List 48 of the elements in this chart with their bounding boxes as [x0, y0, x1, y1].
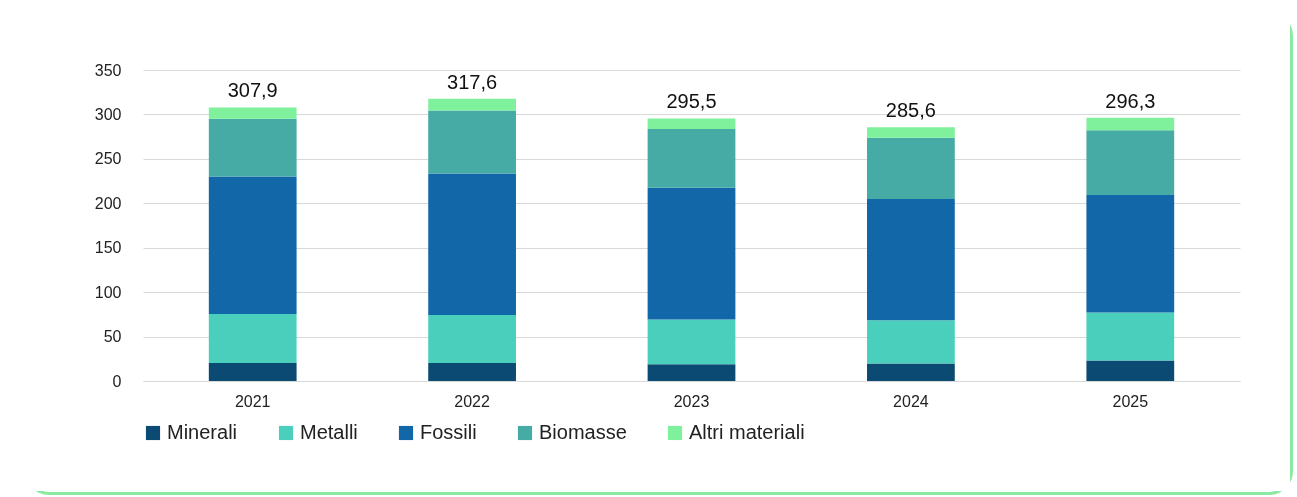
legend-label: Biomasse [539, 421, 627, 443]
x-tick-label: 2025 [1112, 392, 1149, 410]
total-label: 295,5 [666, 90, 717, 113]
y-tick-label: 200 [94, 194, 122, 212]
bar [1086, 117, 1175, 131]
x-tick-label: 2023 [673, 392, 710, 410]
bar [428, 110, 516, 174]
bar [867, 127, 955, 138]
bar [428, 98, 516, 111]
x-tick-label: 2022 [454, 392, 490, 410]
bar [647, 319, 736, 365]
y-tick-label: 350 [94, 61, 122, 79]
x-tick-label: 2021 [234, 392, 271, 410]
bar [647, 187, 736, 320]
y-tick-label: 0 [112, 372, 122, 390]
legend-label: Altri materiali [689, 421, 805, 443]
y-tick-label: 250 [94, 150, 122, 168]
y-tick-label: 50 [103, 328, 122, 346]
total-label: 296,3 [1105, 89, 1156, 112]
bar [208, 314, 297, 364]
bar [428, 363, 516, 381]
bar [1086, 360, 1175, 381]
bar [867, 320, 955, 364]
y-tick-label: 150 [94, 239, 122, 257]
bar [1086, 194, 1175, 313]
y-tick-label: 300 [94, 105, 122, 123]
bar [1086, 130, 1175, 195]
total-label: 317,6 [447, 70, 498, 93]
bar [1086, 312, 1175, 361]
legend-label: Minerali [167, 421, 238, 443]
bar [428, 315, 516, 364]
bar [208, 107, 297, 119]
total-label: 307,9 [227, 79, 278, 102]
total-label: 285,6 [885, 99, 936, 122]
bar [208, 363, 297, 381]
legend-label: Fossili [420, 421, 477, 443]
y-tick-label: 100 [94, 283, 122, 301]
legend-label: Metalli [300, 421, 358, 443]
bar [647, 118, 736, 130]
bar [208, 118, 297, 177]
x-tick-label: 2024 [893, 392, 929, 410]
bar [208, 176, 297, 314]
bar [867, 198, 955, 321]
bar [647, 364, 736, 381]
bar [867, 363, 955, 381]
bar [428, 173, 516, 316]
bar [867, 137, 955, 199]
bar [647, 129, 736, 188]
